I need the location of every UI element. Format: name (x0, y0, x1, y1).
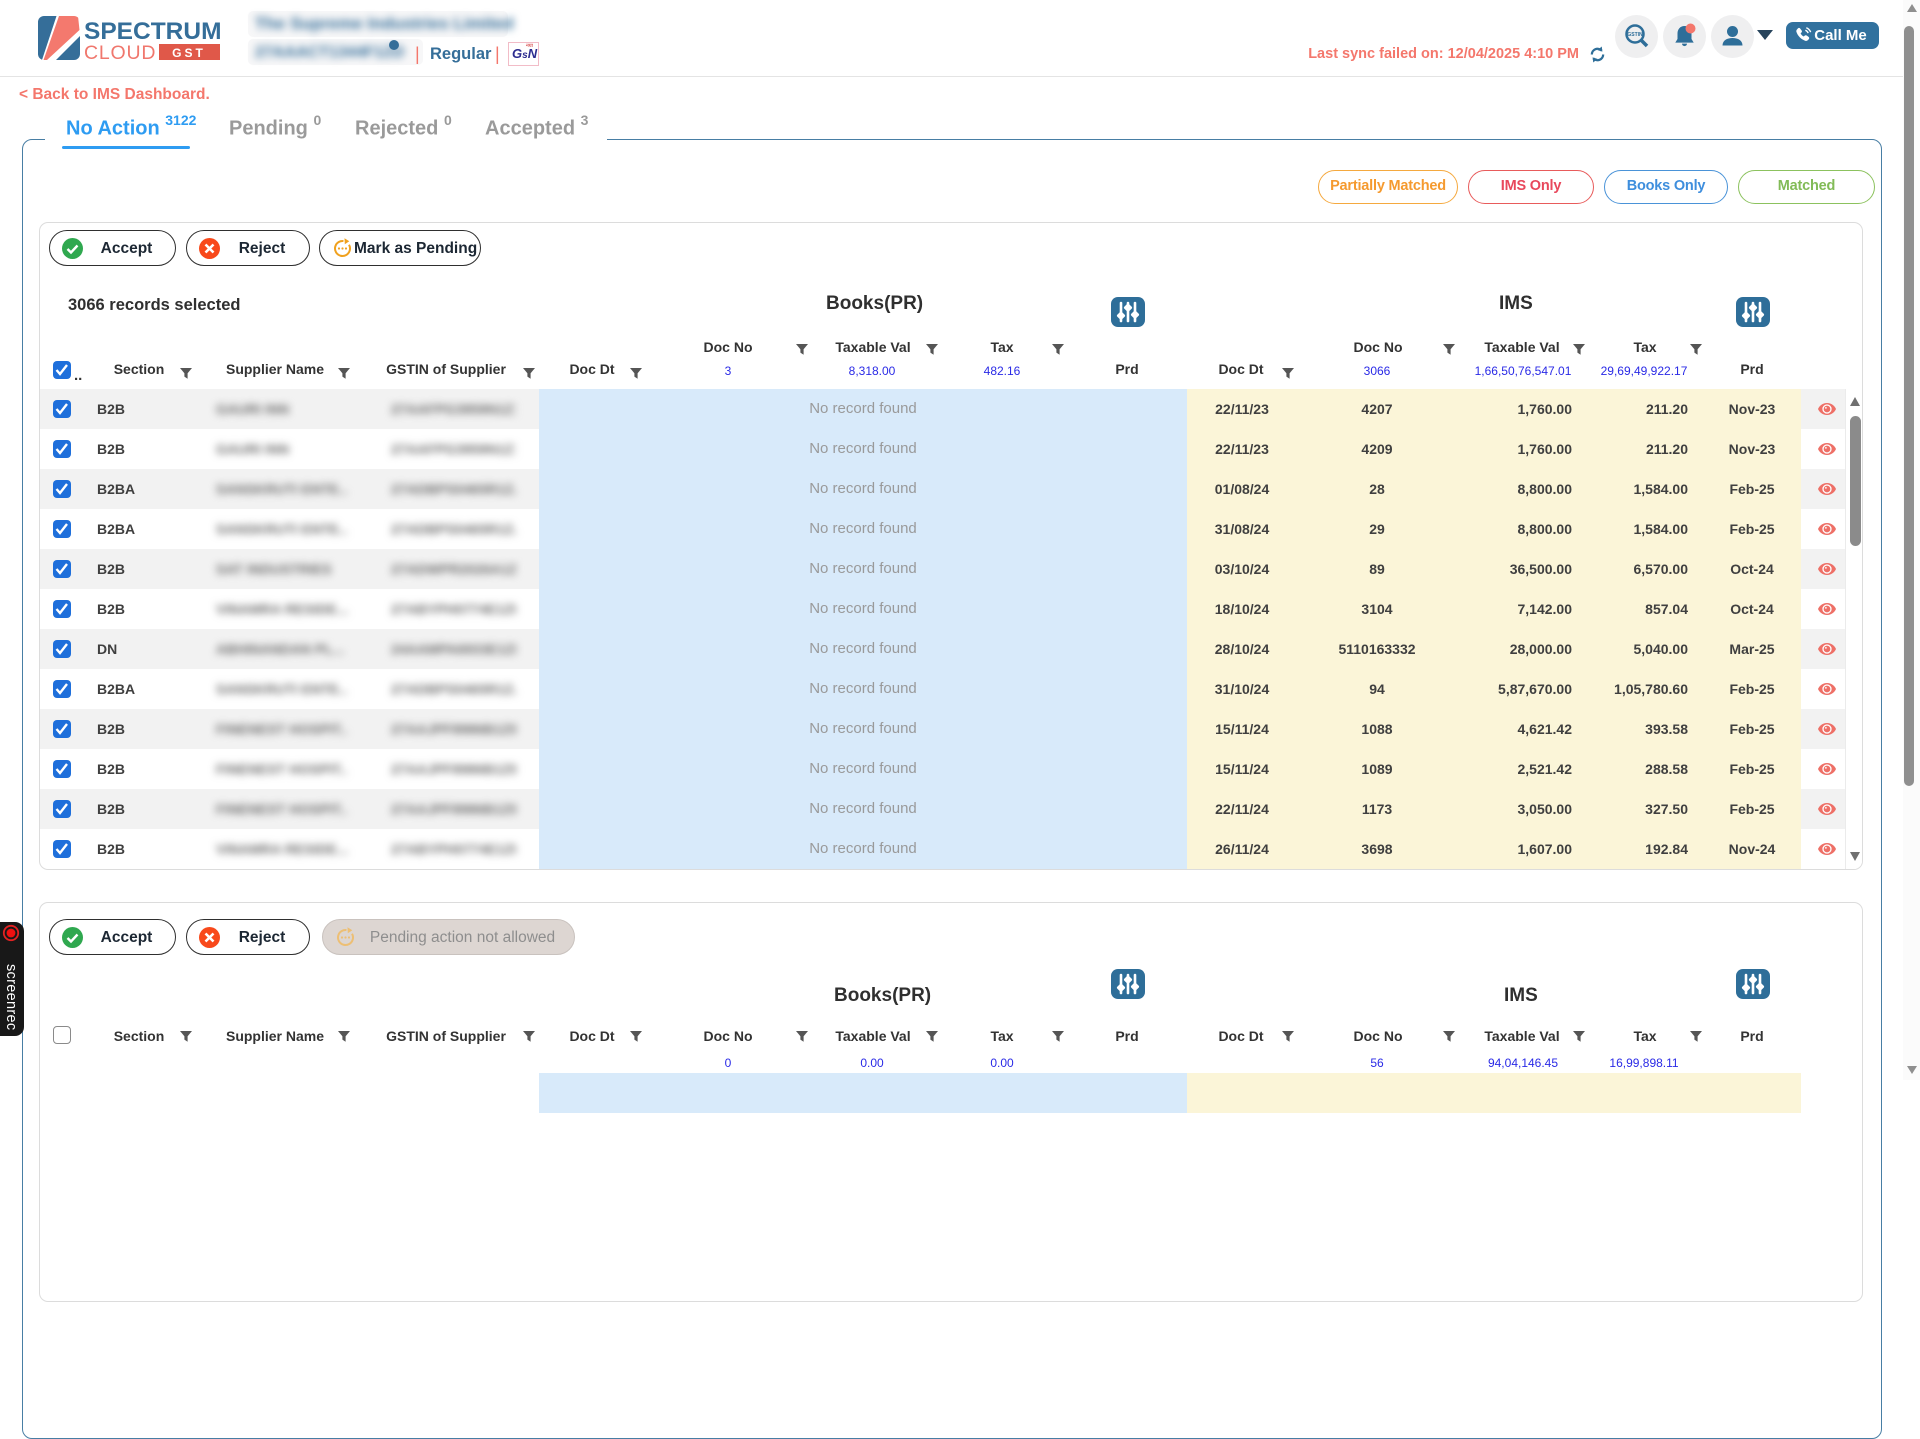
svg-text:GST: GST (172, 46, 206, 60)
svg-text:CLOUD: CLOUD (84, 42, 156, 64)
svg-text:SPECTRUM: SPECTRUM (84, 18, 221, 45)
svg-text:GSTIN: GSTIN (1627, 32, 1643, 38)
